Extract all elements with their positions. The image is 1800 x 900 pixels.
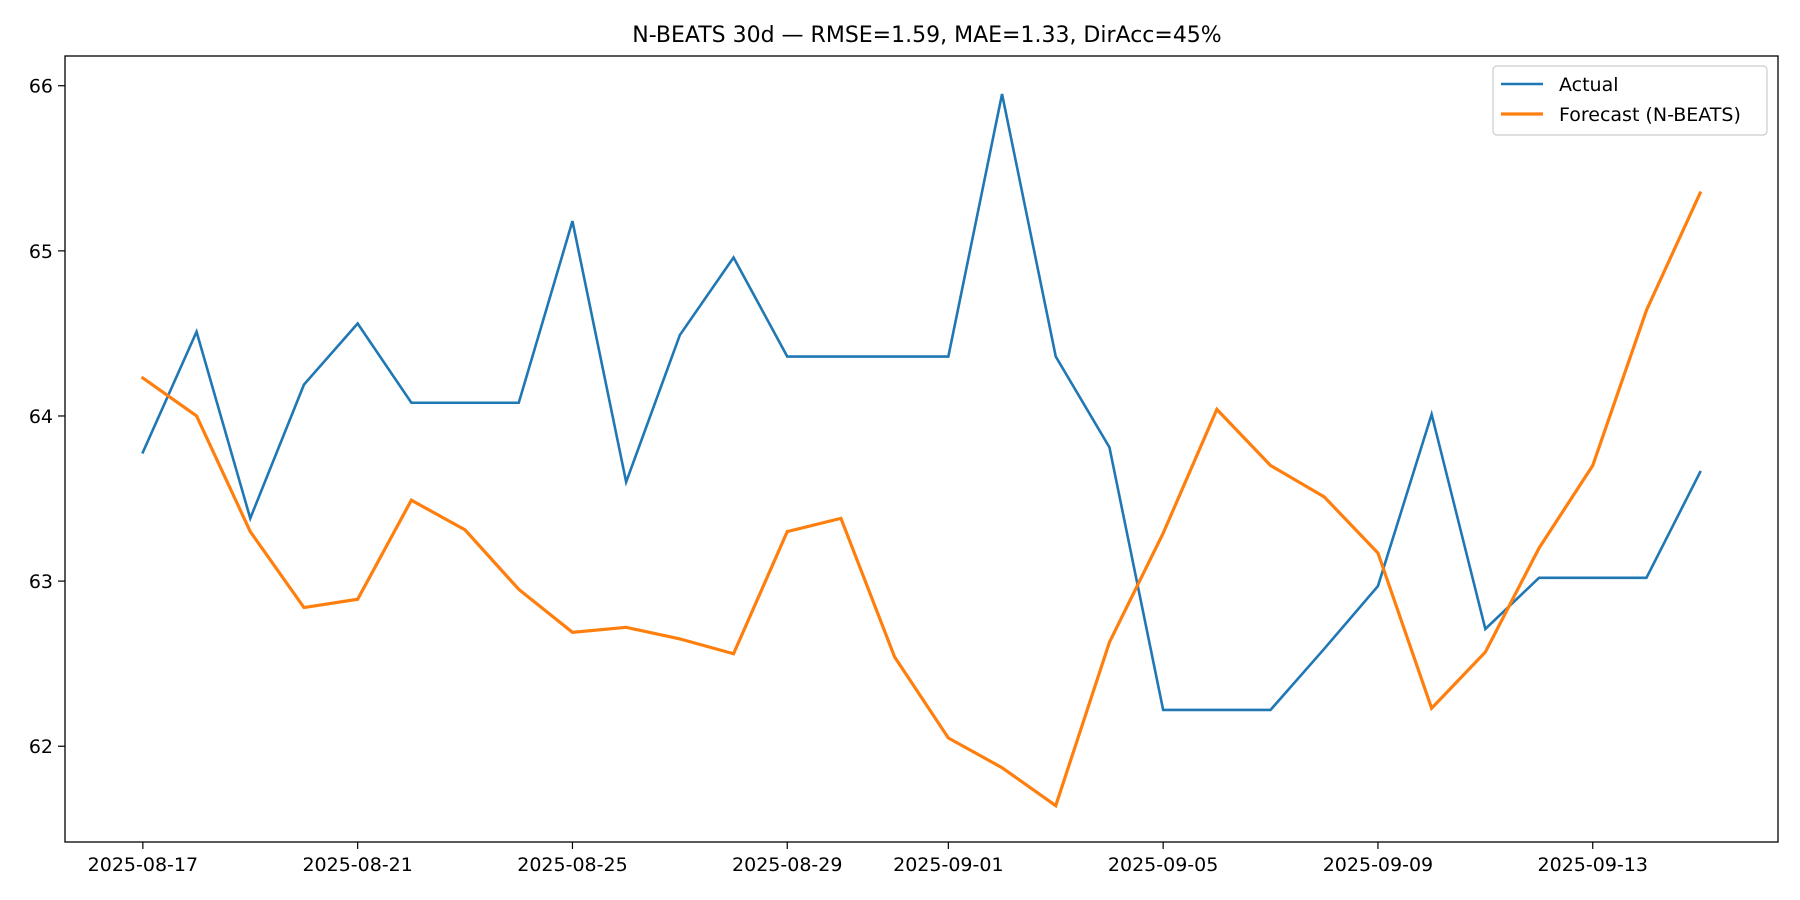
y-tick-label: 66 xyxy=(29,76,53,98)
series-line-actual xyxy=(141,93,1702,712)
x-tick-label: 2025-09-01 xyxy=(893,854,1003,876)
legend: Actual Forecast (N-BEATS) xyxy=(1492,65,1768,136)
legend-box xyxy=(1492,65,1768,136)
series-layer xyxy=(140,93,1703,809)
y-tick-label: 64 xyxy=(29,406,53,428)
series-line-forecast xyxy=(140,190,1703,809)
chart-title: N-BEATS 30d — RMSE=1.59, MAE=1.33, DirAc… xyxy=(632,23,1221,48)
x-tick-label: 2025-09-05 xyxy=(1108,854,1218,876)
x-tick-label: 2025-08-17 xyxy=(88,854,198,876)
axes-layer: 2025-08-17 2025-08-21 2025-08-25 2025-08-29… xyxy=(29,76,1648,876)
y-tick-label: 65 xyxy=(29,241,53,263)
legend-label: Forecast (N-BEATS) xyxy=(1559,104,1741,126)
x-tick-label: 2025-09-13 xyxy=(1538,854,1648,876)
plot-frame xyxy=(64,55,1779,843)
x-tick-label: 2025-08-25 xyxy=(517,854,627,876)
x-tick-label: 2025-09-09 xyxy=(1323,854,1433,876)
y-tick-label: 62 xyxy=(29,736,53,758)
legend-label: Actual xyxy=(1559,74,1619,96)
x-tick-label: 2025-08-29 xyxy=(732,854,842,876)
y-tick-label: 63 xyxy=(29,571,53,593)
x-tick-label: 2025-08-21 xyxy=(302,854,412,876)
